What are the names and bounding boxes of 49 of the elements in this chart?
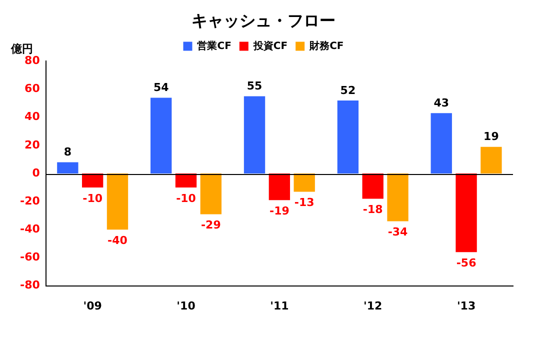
y-tick-label: 20 [24,138,40,152]
y-tick-label: -40 [20,222,40,236]
legend-label: 財務CF [308,40,344,52]
legend-label: 営業CF [197,40,232,52]
data-label: -13 [294,196,314,210]
y-axis-title: 億円 [10,42,33,56]
data-label: 19 [484,130,499,144]
data-label: -34 [388,226,408,239]
data-label: -10 [176,192,196,205]
data-label: 43 [434,96,450,110]
data-label: -40 [108,234,128,248]
bar [106,174,128,230]
data-label: -10 [82,192,103,205]
bar [244,96,266,174]
y-tick-label: -20 [20,194,40,208]
bar [150,98,172,174]
bar [337,100,359,174]
bar [480,146,502,174]
bar [57,162,78,174]
data-label: 55 [246,80,262,93]
chart-title: キャッシュ・フロー [192,10,336,30]
bar [387,174,408,222]
y-tick-label: -60 [20,250,40,264]
y-tick-label: 40 [24,110,40,124]
x-tick-label: '12 [364,299,382,312]
x-tick-label: '10 [176,299,196,312]
bar [200,174,222,214]
data-label: 54 [153,81,170,94]
x-tick-label: '09 [83,299,102,312]
y-tick-label: 60 [24,82,40,96]
x-tick-label: '13 [456,299,476,312]
bar [175,174,197,188]
bar [430,113,452,174]
bar [456,174,477,252]
bar [268,174,290,200]
bar [362,174,384,199]
bar [294,174,315,192]
x-tick-label: '11 [270,299,289,312]
y-tick-label: -80 [20,278,40,292]
bar [82,174,104,188]
data-label: -18 [362,203,383,216]
y-tick-label: 80 [24,54,40,68]
legend-label: 投資CF [252,40,288,52]
y-tick-label: 0 [32,166,40,180]
data-label: -56 [456,256,477,270]
data-label: -19 [270,204,290,218]
data-label: -29 [200,218,221,232]
data-label: 8 [64,146,72,159]
data-label: 52 [340,84,356,97]
